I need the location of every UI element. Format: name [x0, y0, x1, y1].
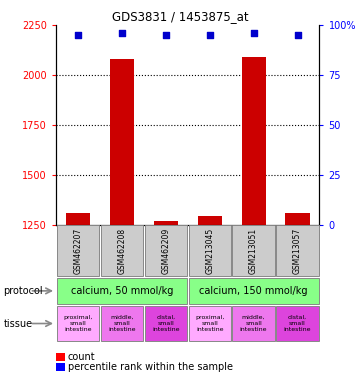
Bar: [197, 216, 222, 225]
Bar: [188, 278, 319, 304]
Text: proximal,
small
intestine: proximal, small intestine: [195, 315, 225, 332]
Bar: [188, 306, 231, 341]
Bar: [145, 225, 187, 276]
Point: [295, 32, 300, 38]
Bar: [101, 306, 143, 341]
Text: GSM213051: GSM213051: [249, 227, 258, 274]
Point: [75, 32, 81, 38]
Bar: [232, 306, 275, 341]
Bar: [188, 225, 231, 276]
Text: GSM213057: GSM213057: [293, 227, 302, 274]
Bar: [154, 221, 178, 225]
Bar: [57, 306, 99, 341]
Bar: [286, 213, 310, 225]
Bar: [277, 306, 319, 341]
Text: GSM462207: GSM462207: [73, 227, 82, 274]
Bar: [145, 306, 187, 341]
Bar: [242, 57, 266, 225]
Text: GDS3831 / 1453875_at: GDS3831 / 1453875_at: [112, 10, 249, 23]
Text: count: count: [68, 352, 95, 362]
Text: proximal,
small
intestine: proximal, small intestine: [63, 315, 93, 332]
Text: calcium, 50 mmol/kg: calcium, 50 mmol/kg: [71, 286, 173, 296]
Text: GSM462208: GSM462208: [117, 227, 126, 274]
Text: tissue: tissue: [4, 318, 33, 329]
Text: middle,
small
intestine: middle, small intestine: [240, 315, 268, 332]
Point: [119, 30, 125, 36]
Text: distal,
small
intestine: distal, small intestine: [284, 315, 311, 332]
Text: calcium, 150 mmol/kg: calcium, 150 mmol/kg: [199, 286, 308, 296]
Bar: [66, 213, 90, 225]
Text: middle,
small
intestine: middle, small intestine: [108, 315, 136, 332]
Point: [207, 32, 213, 38]
Text: GSM462209: GSM462209: [161, 227, 170, 274]
Bar: [277, 225, 319, 276]
Bar: [101, 225, 143, 276]
Point: [163, 32, 169, 38]
Point: [251, 30, 257, 36]
Text: percentile rank within the sample: percentile rank within the sample: [68, 362, 232, 372]
Text: distal,
small
intestine: distal, small intestine: [152, 315, 179, 332]
Text: protocol: protocol: [4, 286, 43, 296]
Bar: [57, 278, 187, 304]
Bar: [57, 225, 99, 276]
Text: GSM213045: GSM213045: [205, 227, 214, 274]
Bar: [232, 225, 275, 276]
Bar: [110, 59, 134, 225]
